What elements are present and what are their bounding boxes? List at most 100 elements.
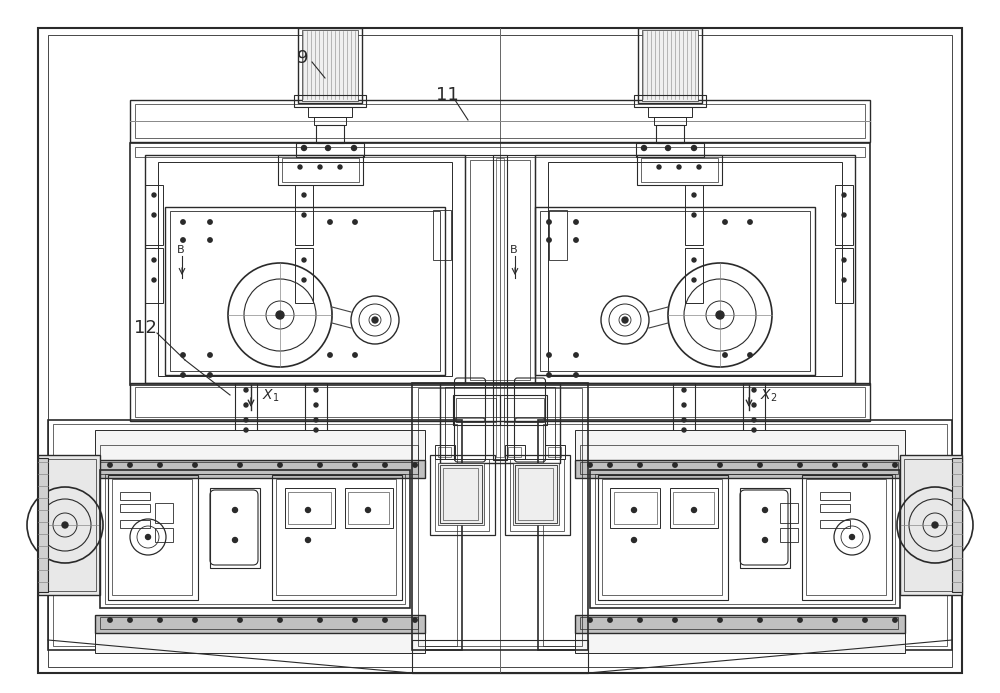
Circle shape: [677, 165, 681, 169]
Bar: [38, 458, 48, 592]
Bar: [820, 520, 850, 528]
Bar: [654, 117, 686, 125]
Circle shape: [833, 617, 837, 622]
Circle shape: [413, 617, 417, 622]
Circle shape: [383, 463, 387, 467]
Bar: [112, 479, 192, 595]
Bar: [345, 488, 393, 528]
Bar: [610, 488, 660, 528]
Bar: [443, 468, 478, 520]
Bar: [835, 185, 853, 245]
Circle shape: [306, 507, 310, 513]
Bar: [95, 430, 425, 460]
Circle shape: [232, 538, 238, 543]
Circle shape: [748, 353, 752, 357]
Circle shape: [574, 353, 578, 357]
Circle shape: [833, 463, 837, 467]
Circle shape: [326, 146, 330, 150]
Circle shape: [574, 238, 578, 242]
Bar: [130, 143, 870, 385]
Bar: [105, 474, 405, 604]
Circle shape: [181, 353, 185, 357]
Bar: [820, 504, 850, 512]
Circle shape: [692, 278, 696, 282]
Circle shape: [682, 403, 686, 407]
Bar: [535, 207, 815, 375]
Circle shape: [338, 165, 342, 169]
Circle shape: [692, 507, 696, 513]
Circle shape: [842, 193, 846, 197]
Circle shape: [244, 388, 248, 392]
Circle shape: [353, 617, 357, 622]
Circle shape: [758, 617, 762, 622]
Circle shape: [608, 463, 612, 467]
Bar: [470, 160, 530, 380]
Circle shape: [638, 463, 642, 467]
Bar: [673, 492, 714, 524]
Circle shape: [383, 617, 387, 622]
Bar: [575, 430, 905, 460]
Circle shape: [128, 617, 132, 622]
Bar: [155, 528, 173, 542]
Bar: [435, 445, 455, 459]
Circle shape: [232, 507, 238, 513]
Circle shape: [302, 146, 306, 150]
Text: $X_2$: $X_2$: [760, 388, 777, 404]
Bar: [590, 470, 900, 608]
Bar: [595, 474, 895, 604]
Circle shape: [798, 463, 802, 467]
Circle shape: [353, 463, 357, 467]
Bar: [505, 445, 525, 459]
Bar: [100, 470, 410, 608]
Bar: [535, 155, 855, 383]
Bar: [575, 623, 905, 653]
Text: $X_1$: $X_1$: [262, 388, 279, 404]
Circle shape: [638, 617, 642, 622]
Bar: [298, 28, 362, 103]
Circle shape: [276, 311, 284, 319]
Circle shape: [673, 463, 677, 467]
Bar: [302, 30, 358, 101]
Bar: [130, 100, 870, 142]
Circle shape: [302, 278, 306, 282]
Circle shape: [723, 353, 727, 357]
Bar: [580, 462, 898, 474]
Circle shape: [152, 193, 156, 197]
Bar: [900, 455, 962, 595]
Circle shape: [328, 353, 332, 357]
Bar: [456, 398, 496, 422]
Circle shape: [798, 617, 802, 622]
Circle shape: [716, 311, 724, 319]
Circle shape: [752, 403, 756, 407]
Circle shape: [588, 463, 592, 467]
Bar: [806, 479, 886, 595]
Bar: [100, 462, 418, 474]
Circle shape: [352, 146, 356, 150]
Bar: [308, 107, 352, 117]
Circle shape: [692, 193, 696, 197]
Circle shape: [302, 258, 306, 262]
Circle shape: [657, 165, 661, 169]
Bar: [440, 383, 560, 463]
Bar: [638, 28, 702, 103]
Circle shape: [547, 220, 551, 225]
Circle shape: [158, 463, 162, 467]
Text: 12: 12: [134, 319, 156, 337]
Circle shape: [238, 617, 242, 622]
Circle shape: [208, 238, 212, 242]
Circle shape: [146, 534, 150, 539]
Bar: [130, 383, 870, 421]
Circle shape: [238, 463, 242, 467]
Circle shape: [328, 220, 332, 225]
Circle shape: [318, 617, 322, 622]
Circle shape: [181, 238, 185, 242]
Circle shape: [152, 258, 156, 262]
Bar: [510, 459, 564, 531]
Bar: [670, 488, 718, 528]
Bar: [648, 107, 692, 117]
Circle shape: [413, 463, 417, 467]
Circle shape: [682, 418, 686, 422]
Circle shape: [353, 220, 357, 225]
Bar: [295, 185, 313, 245]
Circle shape: [574, 220, 578, 225]
